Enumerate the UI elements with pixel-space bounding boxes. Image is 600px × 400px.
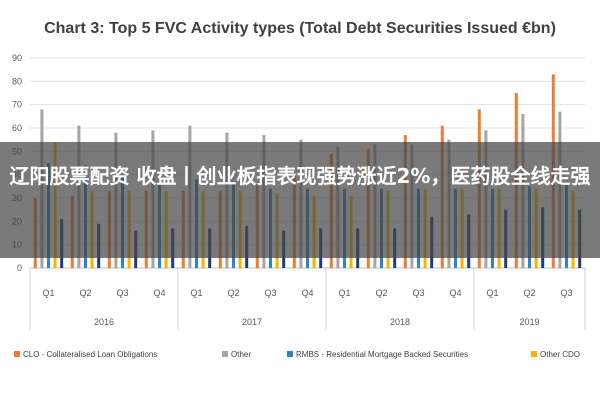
legend-label: RMBS - Residential Mortgage Backed Secur… bbox=[296, 350, 468, 359]
x-axis-ticks: Q1 Q2 Q3 Q4 Q1 Q2 Q3 Q4 Q1 Q2 Q3 Q4 Q1 Q2 Q3 bbox=[42, 288, 572, 298]
y-tick-label: 0 bbox=[17, 263, 22, 273]
x-tick-label: Q1 bbox=[42, 288, 54, 298]
year-label: 2016 bbox=[94, 317, 114, 327]
chart-title: Chart 3: Top 5 FVC Activity types (Total… bbox=[44, 20, 556, 37]
x-tick-label: Q1 bbox=[486, 288, 498, 298]
x-tick-label: Q3 bbox=[412, 288, 424, 298]
x-tick-label: Q3 bbox=[264, 288, 276, 298]
x-tick-label: Q1 bbox=[190, 288, 202, 298]
y-tick-label: 60 bbox=[12, 123, 22, 133]
headline-banner: 辽阳股票配资 收盘丨创业板指表现强势涨近2%，医药股全线走强 bbox=[0, 142, 600, 258]
x-tick-label: Q3 bbox=[116, 288, 128, 298]
y-tick-label: 90 bbox=[12, 53, 22, 63]
year-label: 2019 bbox=[519, 317, 539, 327]
year-label: 2017 bbox=[242, 317, 262, 327]
year-groups: 2016 2017 2018 2019 bbox=[29, 268, 586, 330]
y-tick-label: 80 bbox=[12, 76, 22, 86]
legend: CLO - Collateralised Loan Obligations Oth… bbox=[14, 350, 580, 359]
x-tick-label: Q2 bbox=[227, 288, 239, 298]
x-tick-label: Q2 bbox=[375, 288, 387, 298]
x-tick-label: Q2 bbox=[523, 288, 535, 298]
x-tick-label: Q4 bbox=[153, 288, 165, 298]
year-label: 2018 bbox=[390, 317, 410, 327]
x-tick-label: Q4 bbox=[449, 288, 461, 298]
legend-swatch bbox=[14, 351, 20, 357]
legend-label: Other bbox=[231, 350, 251, 359]
legend-swatch bbox=[222, 351, 228, 357]
x-tick-label: Q2 bbox=[79, 288, 91, 298]
legend-label: Other CDO bbox=[540, 350, 580, 359]
legend-swatch bbox=[531, 351, 537, 357]
legend-label: CLO - Collateralised Loan Obligations bbox=[23, 350, 157, 359]
x-tick-label: Q1 bbox=[338, 288, 350, 298]
legend-swatch bbox=[287, 351, 293, 357]
x-tick-label: Q3 bbox=[560, 288, 572, 298]
x-tick-label: Q4 bbox=[301, 288, 313, 298]
headline-text: 辽阳股票配资 收盘丨创业板指表现强势涨近2%，医药股全线走强 bbox=[9, 164, 591, 188]
y-tick-label: 70 bbox=[12, 100, 22, 110]
